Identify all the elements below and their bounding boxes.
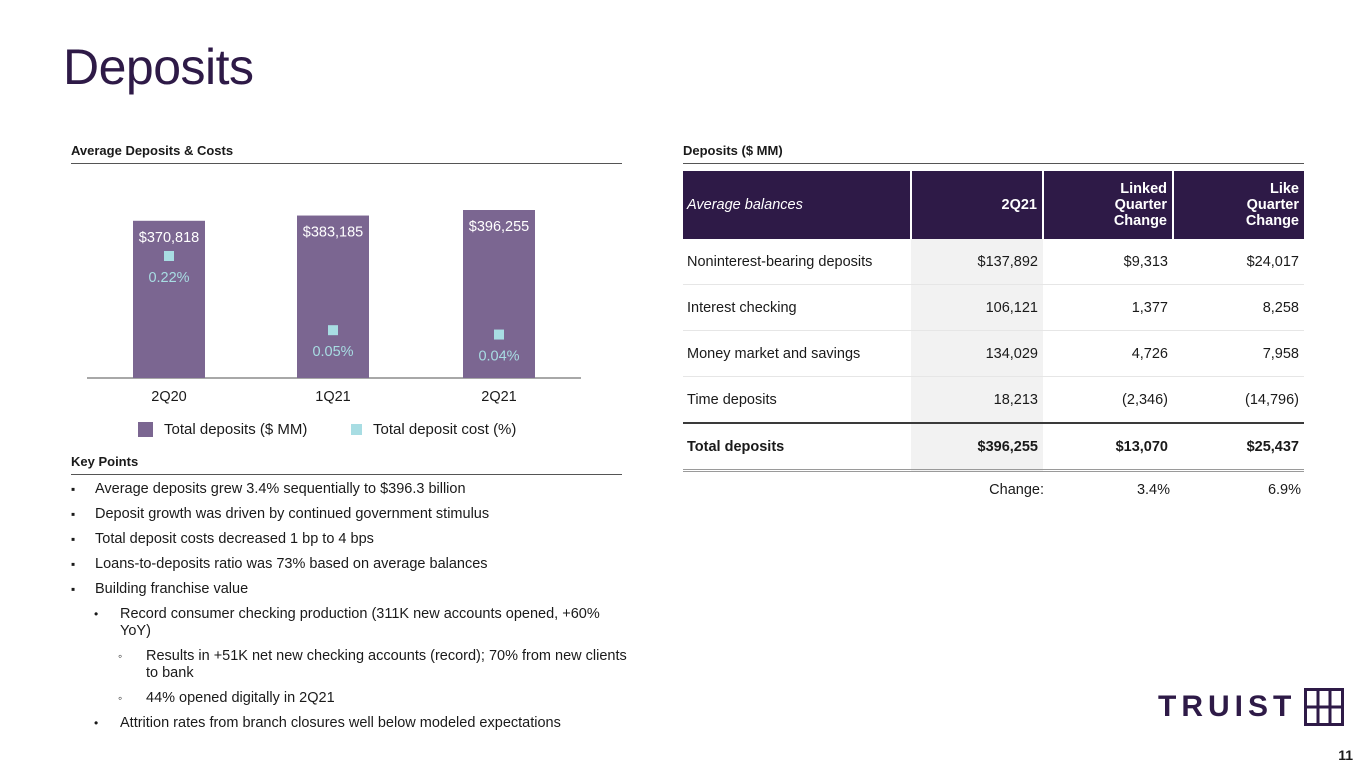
cost-marker-1q21 (328, 325, 338, 336)
legend-label-cost: Total deposit cost (%) (373, 421, 517, 438)
key-points-list: ▪ Average deposits grew 3.4% sequentially… (71, 481, 631, 740)
key-point-item: ▪ Building franchise value (71, 581, 631, 598)
table-cell: $9,313 (1043, 239, 1173, 285)
page-title: Deposits (63, 39, 254, 95)
key-point-item: ▪ Deposit growth was driven by continued … (71, 506, 631, 523)
change-like-quarter: 6.9% (1267, 482, 1301, 498)
change-linked-quarter: 3.4% (1136, 482, 1170, 498)
truist-logo: TRUIST (1158, 688, 1345, 726)
row-label: Interest checking (683, 284, 911, 331)
legend-total-deposits: Total deposits ($ MM) (138, 421, 307, 438)
bar-value-label: $383,185 (303, 225, 363, 241)
key-point-text: 44% opened digitally in 2Q21 (146, 690, 335, 706)
bullet-marker: ▪ (71, 582, 76, 596)
cost-value-label: 0.22% (148, 270, 189, 286)
table-row: Noninterest-bearing deposits $137,892 $9… (683, 239, 1304, 285)
cost-value-label: 0.05% (312, 344, 353, 360)
x-tick-label: 1Q21 (315, 389, 350, 405)
bullet-marker: ◦ (118, 691, 123, 705)
bullet-marker: ▪ (71, 557, 76, 571)
column-header: Linked Quarter Change (1043, 171, 1174, 239)
cost-marker-2q21 (494, 329, 504, 340)
logo-wordmark: TRUIST (1158, 690, 1297, 723)
table-cell: 18,213 (911, 376, 1043, 424)
key-point-text: Loans-to-deposits ratio was 73% based on… (95, 556, 488, 572)
bullet-marker: ▪ (71, 507, 76, 521)
legend-swatch-cost (351, 424, 362, 435)
key-point-text: Deposit growth was driven by continued g… (95, 506, 490, 522)
column-header: Like Quarter Change (1173, 171, 1304, 239)
table-cell: 134,029 (911, 330, 1043, 377)
bullet-marker: ▪ (71, 532, 76, 546)
key-point-text: Attrition rates from branch closures wel… (120, 715, 561, 731)
table-cell: 106,121 (911, 284, 1043, 331)
key-point-item: ▪ Average deposits grew 3.4% sequentially… (71, 481, 631, 498)
change-label: Change: (989, 482, 1044, 498)
table-header-row: Average balances 2Q21 Linked Quarter Chang… (683, 171, 1304, 239)
table-total-row: Total deposits $396,255 $13,070 $25,437 (683, 422, 1304, 472)
table-cell: 4,726 (1043, 330, 1173, 377)
table-cell: $25,437 (1173, 422, 1304, 472)
table-cell: 8,258 (1173, 284, 1304, 331)
legend-total-deposit-cost: Total deposit cost (%) (351, 421, 516, 438)
bar-value-label: $370,818 (139, 230, 199, 246)
key-point-text: Record consumer checking production (311… (120, 606, 600, 639)
cost-value-label: 0.04% (478, 349, 519, 365)
row-label: Money market and savings (683, 330, 911, 377)
bar-2q20 (133, 220, 205, 378)
bar-2q21 (463, 210, 535, 378)
key-point-item: ▪ Total deposit costs decreased 1 bp to 4… (71, 531, 631, 548)
table-row: Money market and savings 134,029 4,726 7… (683, 330, 1304, 377)
legend-label-deposits: Total deposits ($ MM) (164, 421, 308, 438)
table-cell: 1,377 (1043, 284, 1173, 331)
column-header: 2Q21 (911, 171, 1044, 239)
key-point-item: ▪ Loans-to-deposits ratio was 73% based o… (71, 556, 631, 573)
table-cell: $396,255 (911, 422, 1043, 472)
bullet-marker: • (94, 716, 99, 730)
key-point-text: Total deposit costs decreased 1 bp to 4 … (95, 531, 374, 547)
row-label: Noninterest-bearing deposits (683, 239, 911, 285)
table-cell: (2,346) (1043, 376, 1173, 424)
table-cell: (14,796) (1173, 376, 1304, 424)
bullet-marker: • (94, 607, 99, 621)
chart-section-heading: Average Deposits & Costs (71, 143, 622, 164)
row-label: Total deposits (683, 422, 911, 472)
table-cell: $13,070 (1043, 422, 1173, 472)
deposits-table: Average balances 2Q21 Linked Quarter Chang… (683, 171, 1304, 472)
key-point-text: Average deposits grew 3.4% sequentially … (95, 481, 466, 497)
x-tick-label: 2Q21 (481, 389, 516, 405)
key-point-text: Results in +51K net new checking account… (146, 648, 627, 681)
table-cell: 7,958 (1173, 330, 1304, 377)
key-point-item: ◦ 44% opened digitally in 2Q21 (71, 690, 631, 707)
table-row: Time deposits 18,213 (2,346) (14,796) (683, 376, 1304, 424)
bullet-marker: ▪ (71, 482, 76, 496)
bar-value-label: $396,255 (469, 219, 529, 235)
key-point-item: • Record consumer checking production (31… (71, 606, 631, 640)
x-tick-label: 2Q20 (151, 389, 186, 405)
bar-1q21 (297, 215, 369, 378)
table-cell: $24,017 (1173, 239, 1304, 285)
deposits-table-heading: Deposits ($ MM) (683, 143, 1304, 164)
key-point-item: • Attrition rates from branch closures we… (71, 715, 631, 732)
truist-mark-icon (1304, 688, 1345, 726)
key-point-item: ◦ Results in +51K net new checking accoun… (71, 648, 631, 682)
key-point-text: Building franchise value (95, 581, 249, 597)
column-header: Average balances (683, 171, 912, 239)
key-points-heading: Key Points (71, 454, 622, 475)
table-cell: $137,892 (911, 239, 1043, 285)
bullet-marker: ◦ (118, 649, 123, 663)
page-number: 11 (1338, 747, 1353, 763)
legend-swatch-deposits (138, 422, 153, 437)
deposits-bar-chart: $370,818 0.22% 2Q20 $383,185 0.05% 1Q21 $396,2… (87, 210, 581, 405)
cost-marker-2q20 (164, 251, 174, 261)
table-row: Interest checking 106,121 1,377 8,258 (683, 284, 1304, 331)
row-label: Time deposits (683, 376, 911, 424)
